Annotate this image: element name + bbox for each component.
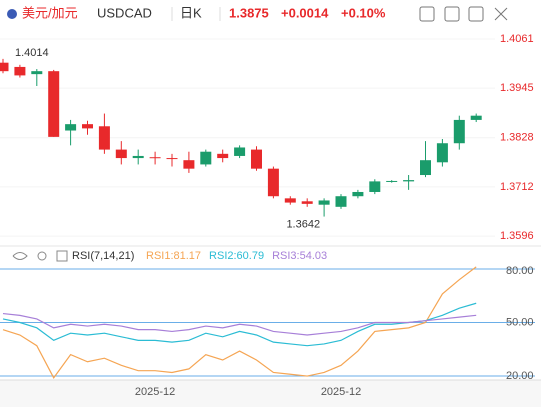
y-tick-label: 1.3712 xyxy=(500,181,534,193)
y-tick-label: 20.00 xyxy=(506,370,534,382)
candle-body xyxy=(149,157,161,159)
annotation: 1.4014 xyxy=(15,47,49,59)
candle-body xyxy=(301,201,313,204)
candle-body xyxy=(132,155,144,159)
legend-entry: RSI2:60.79 xyxy=(209,250,264,262)
legend-entry: RSI1:81.17 xyxy=(146,250,201,262)
y-tick-label: 1.3596 xyxy=(500,230,534,242)
candle-body xyxy=(403,180,415,182)
candle-body xyxy=(251,149,262,169)
candle-body xyxy=(0,62,9,72)
symbol: 美元/加元 xyxy=(22,5,78,20)
x-axis-band xyxy=(0,380,541,407)
candle-body xyxy=(386,180,398,182)
annotation: 1.3642 xyxy=(286,218,320,230)
candle-body xyxy=(115,149,127,159)
rsi-line xyxy=(2,312,477,336)
candle-body xyxy=(318,200,330,205)
candle-body xyxy=(453,119,465,144)
y-tick-label: 80.00 xyxy=(506,265,534,277)
candle-body xyxy=(183,160,195,169)
y-tick-label: 50.00 xyxy=(506,316,534,328)
candle-body xyxy=(65,124,77,131)
candle-body xyxy=(31,71,43,75)
x-tick-label: 2025-12 xyxy=(135,386,175,398)
candle-body xyxy=(234,147,246,156)
candle-body xyxy=(98,126,110,150)
flag-icon xyxy=(7,9,17,19)
y-tick-label: 1.3945 xyxy=(500,82,534,94)
candle-body xyxy=(14,66,26,76)
code: USDCAD xyxy=(97,5,152,20)
toolbar[interactable] xyxy=(419,6,508,22)
candle-body xyxy=(284,198,296,203)
period[interactable]: 日K xyxy=(180,5,202,20)
price: 1.3875 xyxy=(229,5,269,20)
candle-body xyxy=(48,71,60,137)
candle-body xyxy=(420,160,431,176)
candle-body xyxy=(335,196,347,207)
rsi-line xyxy=(2,302,477,347)
legend-entry: RSI3:54.03 xyxy=(272,250,327,262)
rsi-icons[interactable] xyxy=(12,250,68,262)
change-pct: +0.10% xyxy=(341,5,386,20)
candle-body xyxy=(267,168,279,197)
rsi-line xyxy=(2,266,477,379)
candle-body xyxy=(166,158,178,160)
x-tick-label: 2025-12 xyxy=(321,386,361,398)
candle-body xyxy=(369,181,381,192)
candle-body xyxy=(352,191,364,197)
rsi-title: RSI(7,14,21) xyxy=(72,250,134,262)
candle-body xyxy=(200,151,212,165)
candle-body xyxy=(436,143,448,163)
y-tick-label: 1.3828 xyxy=(500,132,534,144)
candle-body xyxy=(470,115,482,120)
change: +0.0014 xyxy=(281,5,329,20)
candle-body xyxy=(217,153,229,159)
candle-body xyxy=(82,124,93,129)
y-tick-label: 1.4061 xyxy=(500,33,534,45)
